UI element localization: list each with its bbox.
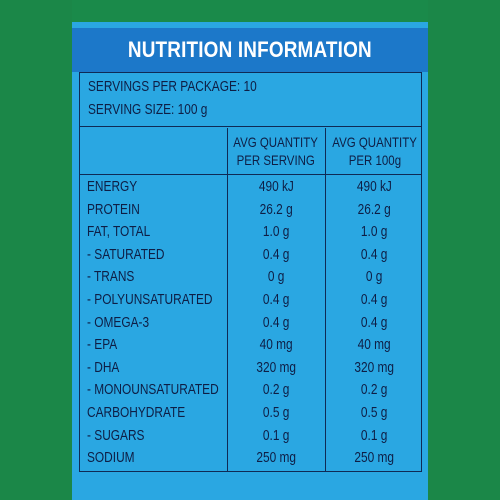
nutrient-value-per-100g-cell: 40 mg bbox=[326, 334, 423, 357]
nutrient-value-per-100g-cell: 0.4 g bbox=[326, 312, 423, 335]
nutrient-value-per-100g-cell: 490 kJ bbox=[326, 176, 423, 199]
nutrient-row: PROTEIN 26.2 g 26.2 g bbox=[80, 199, 421, 222]
nutrient-value-per-100g: 26.2 g bbox=[357, 201, 392, 218]
nutrient-value-per-serving-cell: 0.4 g bbox=[228, 244, 324, 267]
serving-size: SERVING SIZE: 100 g bbox=[88, 102, 208, 118]
nutrient-value-per-serving: 0 g bbox=[267, 269, 285, 286]
nutrient-name: - MONOUNSATURATED bbox=[87, 382, 219, 399]
nutrient-name: ENERGY bbox=[87, 179, 138, 195]
nutrient-value-per-serving-cell: 1.0 g bbox=[228, 221, 324, 244]
nutrient-row: - OMEGA-3 0.4 g 0.4 g bbox=[80, 312, 421, 335]
nutrient-value-per-100g-cell: 0.2 g bbox=[326, 379, 423, 402]
nutrient-value-per-serving-cell: 320 mg bbox=[228, 357, 324, 380]
servings-per-package: SERVINGS PER PACKAGE: 10 bbox=[88, 79, 257, 95]
nutrient-row: - DHA 320 mg 320 mg bbox=[80, 357, 421, 380]
nutrient-value-per-serving: 250 mg bbox=[256, 450, 296, 467]
nutrient-value-per-100g: 1.0 g bbox=[361, 224, 388, 241]
nutrient-value-per-100g: 0 g bbox=[366, 269, 383, 286]
nutrient-value-per-serving-cell: 40 mg bbox=[228, 334, 324, 357]
nutrient-value-per-100g: 250 mg bbox=[354, 450, 395, 467]
nutrient-value-per-serving-cell: 0.1 g bbox=[228, 425, 324, 448]
nutrient-value-per-100g: 0.1 g bbox=[361, 427, 388, 444]
column-header-per-serving: AVG QUANTITY PER SERVING bbox=[228, 128, 324, 174]
nutrient-value-per-serving-cell: 0.4 g bbox=[228, 289, 324, 312]
panel-title: NUTRITION INFORMATION bbox=[128, 37, 372, 62]
nutrition-panel bbox=[72, 22, 428, 478]
nutrient-row: CARBOHYDRATE 0.5 g 0.5 g bbox=[80, 402, 421, 425]
nutrient-value-per-serving: 490 kJ bbox=[258, 179, 294, 195]
nutrient-value-per-100g-cell: 0.1 g bbox=[326, 425, 423, 448]
nutrition-table: SERVINGS PER PACKAGE: 10 SERVING SIZE: 1… bbox=[79, 72, 422, 472]
nutrient-value-per-serving: 40 mg bbox=[259, 337, 293, 354]
nutrient-value-per-serving-cell: 490 kJ bbox=[228, 176, 324, 199]
column-header-per-100g: AVG QUANTITY PER 100g bbox=[326, 128, 423, 174]
nutrient-value-per-serving: 0.1 g bbox=[262, 427, 290, 444]
nutrient-name: - SUGARS bbox=[87, 427, 145, 444]
nutrient-value-per-serving: 0.4 g bbox=[262, 314, 290, 331]
nutrient-row: - EPA 40 mg 40 mg bbox=[80, 334, 421, 357]
nutrient-value-per-serving: 0.4 g bbox=[262, 246, 290, 263]
divider-servings bbox=[80, 126, 421, 127]
nutrient-name: CARBOHYDRATE bbox=[87, 405, 186, 421]
nutrient-value-per-serving: 0.4 g bbox=[262, 292, 290, 308]
nutrient-value-per-100g-cell: 320 mg bbox=[326, 357, 423, 380]
nutrient-name: - SATURATED bbox=[87, 246, 165, 263]
nutrient-row: FAT, TOTAL 1.0 g 1.0 g bbox=[80, 221, 421, 244]
nutrient-name: PROTEIN bbox=[87, 201, 140, 218]
nutrient-name: - POLYUNSATURATED bbox=[87, 292, 213, 308]
nutrient-value-per-100g-cell: 0.4 g bbox=[326, 244, 423, 267]
divider-header bbox=[80, 174, 421, 175]
nutrient-value-per-100g-cell: 26.2 g bbox=[326, 199, 423, 222]
nutrient-value-per-100g-cell: 0.5 g bbox=[326, 402, 423, 425]
nutrient-row: - TRANS 0 g 0 g bbox=[80, 266, 421, 289]
nutrient-value-per-serving-cell: 0 g bbox=[228, 266, 324, 289]
nutrient-value-per-serving: 320 mg bbox=[256, 359, 296, 376]
green-border-left bbox=[0, 0, 72, 500]
column-header-per-serving-line-1: AVG QUANTITY bbox=[233, 134, 319, 150]
nutrient-value-per-serving: 1.0 g bbox=[262, 224, 290, 241]
nutrient-value-per-100g: 490 kJ bbox=[356, 179, 393, 195]
nutrient-name: - OMEGA-3 bbox=[87, 314, 150, 331]
nutrient-value-per-serving: 0.5 g bbox=[262, 405, 290, 421]
nutrient-row: SODIUM 250 mg 250 mg bbox=[80, 447, 421, 470]
nutrient-value-per-serving-cell: 250 mg bbox=[228, 447, 324, 470]
nutrient-value-per-100g: 40 mg bbox=[357, 337, 392, 354]
nutrient-row: ENERGY 490 kJ 490 kJ bbox=[80, 176, 421, 199]
nutrient-value-per-100g-cell: 0.4 g bbox=[326, 289, 423, 312]
nutrient-value-per-100g: 0.4 g bbox=[361, 314, 388, 331]
green-border-right bbox=[428, 0, 500, 500]
nutrient-value-per-serving-cell: 0.4 g bbox=[228, 312, 324, 335]
nutrient-value-per-serving-cell: 0.5 g bbox=[228, 402, 324, 425]
column-header-per-serving-line-2: PER SERVING bbox=[236, 152, 316, 168]
nutrient-value-per-100g: 0.4 g bbox=[361, 246, 388, 263]
nutrient-value-per-100g: 0.2 g bbox=[361, 382, 388, 399]
title-bar: NUTRITION INFORMATION bbox=[72, 28, 428, 72]
nutrient-row: - MONOUNSATURATED 0.2 g 0.2 g bbox=[80, 379, 421, 402]
column-header-per-100g-line-2: PER 100g bbox=[348, 152, 401, 168]
column-header-per-100g-line-1: AVG QUANTITY bbox=[332, 134, 417, 150]
nutrient-value-per-100g: 0.5 g bbox=[361, 405, 388, 421]
nutrient-name: FAT, TOTAL bbox=[87, 224, 151, 241]
nutrient-row: - SUGARS 0.1 g 0.1 g bbox=[80, 425, 421, 448]
nutrient-name: SODIUM bbox=[87, 450, 135, 467]
nutrient-name: - DHA bbox=[87, 359, 120, 376]
nutrient-name: - TRANS bbox=[87, 269, 135, 286]
nutrient-name: - EPA bbox=[87, 337, 118, 354]
nutrient-value-per-100g-cell: 1.0 g bbox=[326, 221, 423, 244]
panel-bottom-band bbox=[72, 472, 428, 500]
nutrient-value-per-100g-cell: 250 mg bbox=[326, 447, 423, 470]
nutrient-row: - POLYUNSATURATED 0.4 g 0.4 g bbox=[80, 289, 421, 312]
divider-column-2 bbox=[325, 128, 326, 471]
nutrient-row: - SATURATED 0.4 g 0.4 g bbox=[80, 244, 421, 267]
nutrient-value-per-100g: 320 mg bbox=[354, 359, 395, 376]
nutrient-value-per-100g: 0.4 g bbox=[361, 292, 388, 308]
divider-column-1 bbox=[227, 128, 228, 471]
nutrient-value-per-100g-cell: 0 g bbox=[326, 266, 423, 289]
nutrient-value-per-serving: 26.2 g bbox=[259, 201, 293, 218]
nutrient-value-per-serving-cell: 26.2 g bbox=[228, 199, 324, 222]
nutrient-value-per-serving-cell: 0.2 g bbox=[228, 379, 324, 402]
nutrient-value-per-serving: 0.2 g bbox=[262, 382, 290, 399]
